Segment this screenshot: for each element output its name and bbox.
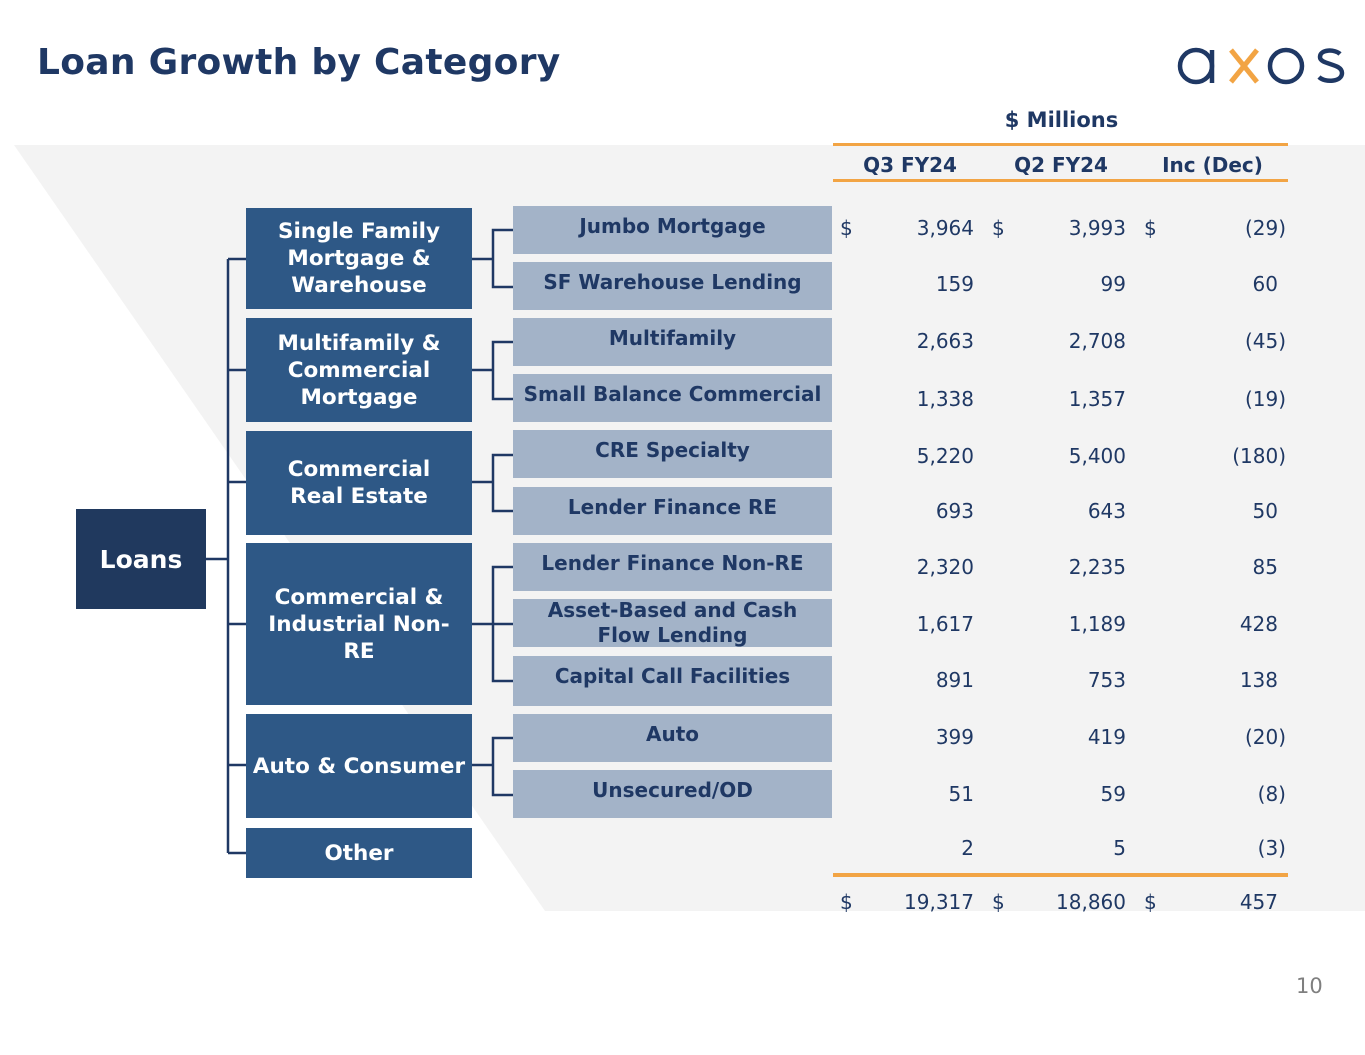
loans-root-box: Loans <box>76 509 206 609</box>
value-q2: 5,400 <box>1068 444 1126 468</box>
value-inc: (19) <box>1244 387 1286 411</box>
value-q3: 891 <box>935 668 974 692</box>
currency-symbol: $ <box>992 890 1005 914</box>
value-inc: 138 <box>1239 668 1278 692</box>
currency-symbol: $ <box>1144 216 1157 240</box>
value-q3: 5,220 <box>916 444 974 468</box>
subcat-sf-warehouse: SF Warehouse Lending <box>513 262 832 310</box>
subcat-auto: Auto <box>513 714 832 762</box>
value-q2: 1,357 <box>1068 387 1126 411</box>
value-q2: 643 <box>1087 499 1126 523</box>
value-inc: (180) <box>1232 444 1286 468</box>
value-q2: 2,708 <box>1068 329 1126 353</box>
value-inc: (45) <box>1244 329 1286 353</box>
value-inc: 50 <box>1252 499 1278 523</box>
group-single-family: Single Family Mortgage & Warehouse <box>246 208 472 309</box>
units-label: $ Millions <box>1004 108 1119 132</box>
subcat-multifamily: Multifamily <box>513 318 832 366</box>
subcat-capital-call: Capital Call Facilities <box>513 656 832 706</box>
subcat-cre-specialty: CRE Specialty <box>513 430 832 478</box>
value-q3: 51 <box>948 782 974 806</box>
column-header-q2: Q2 FY24 <box>1014 153 1108 177</box>
subcat-lender-finance-non-re: Lender Finance Non-RE <box>513 543 832 591</box>
currency-symbol: $ <box>840 890 853 914</box>
value-q3: 159 <box>935 272 974 296</box>
page-title: Loan Growth by Category <box>37 42 561 83</box>
group-commercial-real-estate: Commercial Real Estate <box>246 431 472 535</box>
page-number: 10 <box>1296 974 1323 998</box>
value-q2: 1,189 <box>1068 612 1126 636</box>
value-q3: 2 <box>961 836 974 860</box>
value-q3: 3,964 <box>916 216 974 240</box>
column-header-inc: Inc (Dec) <box>1162 153 1263 177</box>
value-inc: 85 <box>1252 555 1278 579</box>
subcat-unsecured-od: Unsecured/OD <box>513 770 832 818</box>
total-q2: 18,860 <box>1056 890 1126 914</box>
value-inc: (3) <box>1257 836 1286 860</box>
total-rule <box>833 873 1288 877</box>
column-header-q3: Q3 FY24 <box>863 153 957 177</box>
subcat-asset-based: Asset-Based and Cash Flow Lending <box>513 598 832 647</box>
value-inc: (20) <box>1244 725 1286 749</box>
currency-symbol: $ <box>840 216 853 240</box>
subcat-small-balance-commercial: Small Balance Commercial <box>513 374 832 422</box>
value-q3: 1,617 <box>916 612 974 636</box>
group-other: Other <box>246 828 472 878</box>
value-q2: 753 <box>1087 668 1126 692</box>
value-q2: 3,993 <box>1068 216 1126 240</box>
subcat-jumbo-mortgage: Jumbo Mortgage <box>513 206 832 254</box>
value-q2: 419 <box>1087 725 1126 749</box>
value-q3: 693 <box>935 499 974 523</box>
header-top-rule <box>833 143 1288 146</box>
value-q3: 2,320 <box>916 555 974 579</box>
group-multifamily-commercial: Multifamily & Commercial Mortgage <box>246 318 472 422</box>
value-q3: 1,338 <box>916 387 974 411</box>
value-q2: 59 <box>1100 782 1126 806</box>
total-q3: 19,317 <box>904 890 974 914</box>
value-q3: 2,663 <box>916 329 974 353</box>
subcat-lender-finance-re: Lender Finance RE <box>513 487 832 535</box>
group-commercial-industrial: Commercial & Industrial Non-RE <box>246 543 472 705</box>
value-q2: 5 <box>1113 836 1126 860</box>
currency-symbol: $ <box>1144 890 1157 914</box>
value-inc: (29) <box>1244 216 1286 240</box>
value-inc: 428 <box>1239 612 1278 636</box>
header-bottom-rule <box>833 179 1288 182</box>
value-q2: 99 <box>1100 272 1126 296</box>
axos-logo <box>1177 47 1345 85</box>
value-inc: (8) <box>1257 782 1286 806</box>
value-inc: 60 <box>1252 272 1278 296</box>
value-q3: 399 <box>935 725 974 749</box>
value-q2: 2,235 <box>1068 555 1126 579</box>
group-auto-consumer: Auto & Consumer <box>246 714 472 818</box>
total-inc: 457 <box>1239 890 1278 914</box>
currency-symbol: $ <box>992 216 1005 240</box>
